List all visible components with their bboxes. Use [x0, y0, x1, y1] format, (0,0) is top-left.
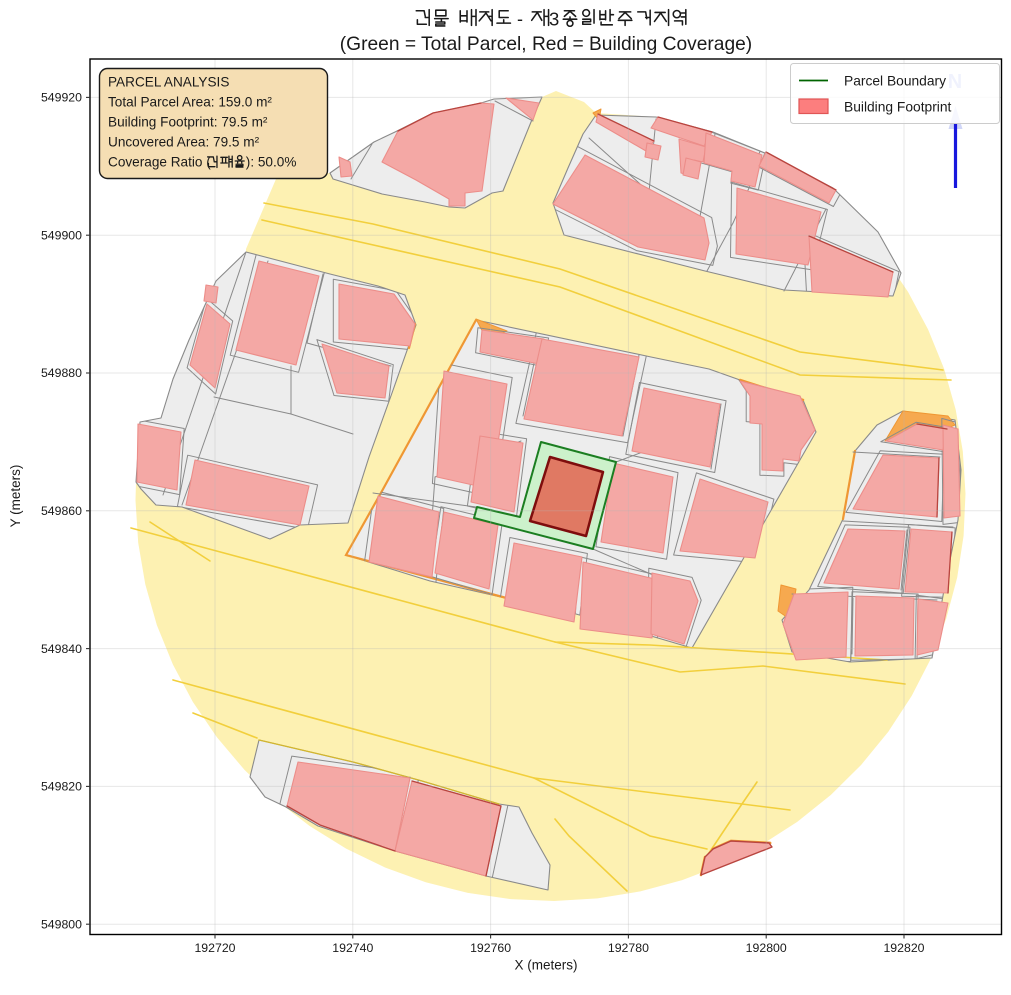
svg-text:Building Footprint: Building Footprint [844, 100, 952, 115]
svg-text:3: 3 [549, 9, 559, 30]
svg-text:549840: 549840 [41, 642, 82, 656]
svg-text:): 50.0%: ): 50.0% [246, 155, 297, 170]
svg-text:192760: 192760 [470, 941, 511, 955]
svg-text:192780: 192780 [608, 941, 649, 955]
svg-text:Building Footprint: 79.5 m²: Building Footprint: 79.5 m² [108, 115, 268, 130]
svg-text:Uncovered Area: 79.5 m²: Uncovered Area: 79.5 m² [108, 135, 260, 150]
svg-text:549820: 549820 [41, 780, 82, 794]
svg-text:192800: 192800 [746, 941, 787, 955]
svg-text:Total Parcel Area: 159.0 m²: Total Parcel Area: 159.0 m² [108, 95, 272, 110]
svg-text:549860: 549860 [41, 504, 82, 518]
svg-text:X (meters): X (meters) [514, 958, 577, 973]
svg-text:192720: 192720 [194, 941, 235, 955]
svg-text:(Green = Total Parcel, Red = B: (Green = Total Parcel, Red = Building Co… [340, 34, 752, 55]
svg-text:549800: 549800 [41, 917, 82, 931]
svg-text:549920: 549920 [41, 91, 82, 105]
svg-text:549880: 549880 [41, 366, 82, 380]
svg-text:192740: 192740 [332, 941, 373, 955]
svg-text:PARCEL ANALYSIS: PARCEL ANALYSIS [108, 75, 229, 90]
svg-text:Y (meters): Y (meters) [8, 465, 23, 528]
svg-text:Parcel Boundary: Parcel Boundary [844, 74, 946, 89]
svg-text:Coverage Ratio (: Coverage Ratio ( [108, 155, 211, 170]
svg-text:549900: 549900 [41, 228, 82, 242]
svg-text:192820: 192820 [883, 941, 924, 955]
svg-text:-: - [517, 9, 523, 29]
